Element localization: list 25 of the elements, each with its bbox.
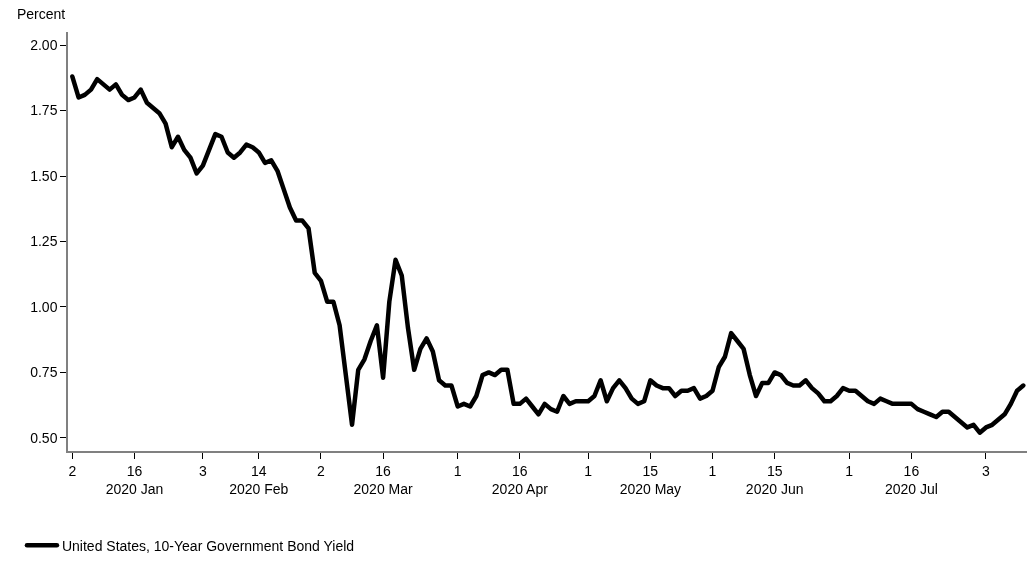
y-tick-label: 0.50	[30, 429, 58, 446]
line-series	[70, 74, 1026, 435]
x-tick-label: 15 2020 Jun	[745, 462, 804, 497]
x-tick-label: 16 2020 Apr	[491, 462, 549, 497]
x-tick-label: 1	[708, 462, 717, 479]
x-tick-label: 14 2020 Feb	[229, 462, 289, 497]
x-tick-label: 2	[68, 462, 77, 479]
y-tick-label: 1.75	[30, 102, 58, 119]
x-tick-label: 16 2020 Mar	[353, 462, 414, 497]
x-tick-label: 2	[317, 462, 326, 479]
legend-label: United States, 10-Year Government Bond Yield	[61, 537, 355, 554]
x-tick-label: 1	[453, 462, 462, 479]
x-tick-label: 1	[845, 462, 854, 479]
x-tick-label: 15 2020 May	[619, 462, 682, 497]
x-tick-label: 16 2020 Jan	[105, 462, 164, 497]
x-tick-label: 16 2020 Jul	[884, 462, 938, 497]
x-tick-label: 1	[584, 462, 593, 479]
y-tick-label: 1.25	[30, 233, 58, 250]
x-tick-label: 3	[198, 462, 207, 479]
y-tick-label: 2.00	[30, 36, 58, 53]
y-axis-title: Percent	[17, 6, 66, 22]
x-tick-label: 3	[982, 462, 991, 479]
y-tick-label: 1.00	[30, 298, 58, 315]
y-tick-label: 0.75	[30, 364, 58, 381]
y-tick-label: 1.50	[30, 167, 58, 184]
